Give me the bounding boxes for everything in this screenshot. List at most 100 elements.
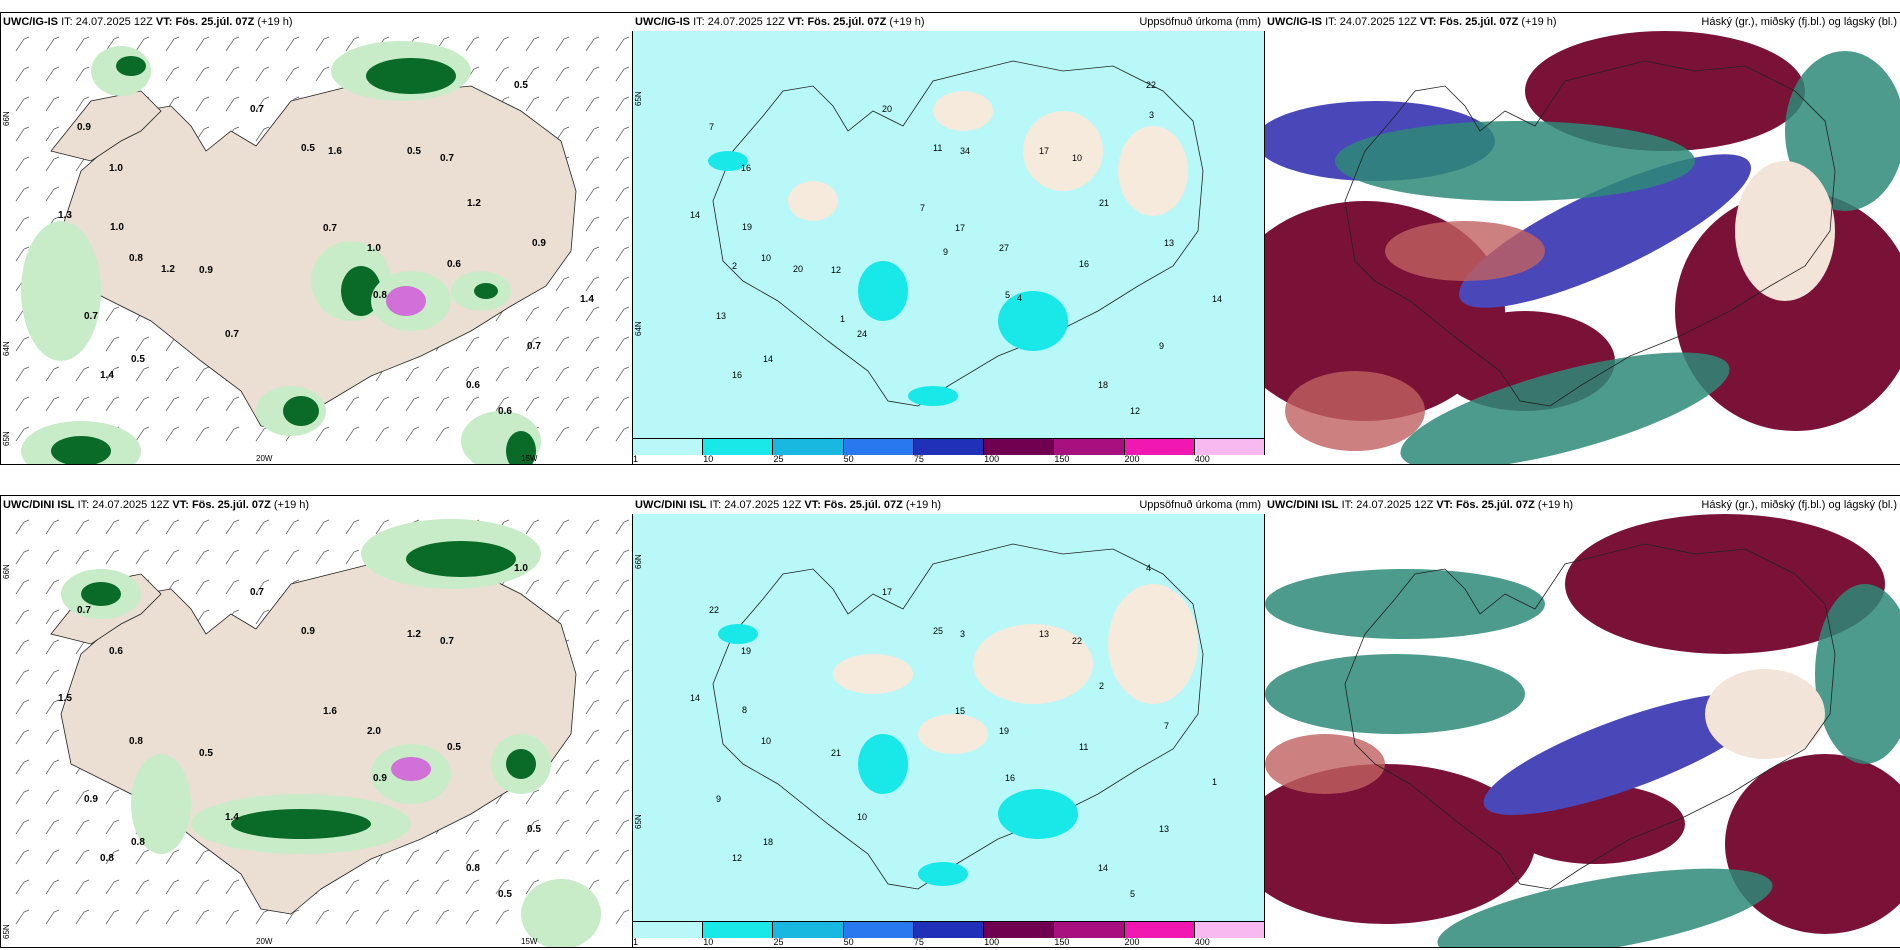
lead-time: (+19 h) xyxy=(257,16,293,28)
wind-barb xyxy=(495,849,510,865)
wind-barb xyxy=(495,66,510,82)
wind-barb xyxy=(165,519,180,535)
legend-tick-label: 75 xyxy=(913,454,924,464)
wind-barb xyxy=(135,426,150,442)
wind-barb xyxy=(105,879,120,895)
precip-value-label: 1.4 xyxy=(580,294,594,305)
precip-value-label: 12 xyxy=(732,853,742,863)
wind-barb xyxy=(165,396,180,412)
it-label: IT: xyxy=(61,16,73,28)
precip-value-label: 1.6 xyxy=(328,146,342,157)
wind-barb xyxy=(615,819,630,835)
lat-label-65n: 65N xyxy=(2,431,11,446)
wind-barb xyxy=(615,426,630,442)
init-time: 24.07.2025 12Z xyxy=(75,16,153,28)
wind-barb xyxy=(255,126,270,142)
panel-title: UWC/DINI ISL IT: 24.07.2025 12Z VT: Fös.… xyxy=(633,496,1265,514)
wind-barb xyxy=(555,366,570,382)
precip-value-label: 27 xyxy=(999,243,1009,253)
wind-barb xyxy=(15,759,30,775)
wind-barb xyxy=(195,609,210,625)
precip-value-label: 1.2 xyxy=(407,629,421,640)
wind-barb xyxy=(525,789,540,805)
legend-swatch xyxy=(1194,439,1265,455)
panel-title: UWC/DINI ISL IT: 24.07.2025 12Z VT: Fös.… xyxy=(1,496,633,514)
precip-value-label: 9 xyxy=(716,794,721,804)
wind-barb xyxy=(195,126,210,142)
wind-barb xyxy=(195,66,210,82)
wind-barb xyxy=(75,519,90,535)
wind-barb xyxy=(45,699,60,715)
wind-barb xyxy=(195,426,210,442)
wind-barb xyxy=(555,276,570,292)
precip-value-label: 16 xyxy=(741,163,751,173)
iceland-landmass xyxy=(60,80,577,432)
wind-barb xyxy=(585,336,600,352)
wind-barb xyxy=(15,156,30,172)
precip-value-label: 0.9 xyxy=(373,773,387,784)
field-title: Háský (gr.), miðský (fj.bl.) og lágský (… xyxy=(1701,499,1897,511)
wind-barb xyxy=(15,549,30,565)
wind-barb xyxy=(15,366,30,382)
wind-barb xyxy=(585,729,600,745)
precip-value-label: 9 xyxy=(943,247,948,257)
wind-barb xyxy=(195,396,210,412)
wind-barb xyxy=(105,849,120,865)
wind-barb xyxy=(75,849,90,865)
wind-barb xyxy=(345,36,360,52)
wind-barb xyxy=(585,639,600,655)
wind-barb xyxy=(615,759,630,775)
precip-value-label: 0.6 xyxy=(466,380,480,391)
precip-value-label: 0.8 xyxy=(100,853,114,864)
wind-barb xyxy=(195,366,210,382)
wind-barb xyxy=(465,336,480,352)
legend-tick-label: 25 xyxy=(773,454,784,464)
it-label: IT: xyxy=(77,499,90,511)
wind-barb xyxy=(495,819,510,835)
wind-barb xyxy=(315,519,330,535)
wind-barb xyxy=(525,519,540,535)
legend-ticks: 1 10 25 50 75 100 150 200 400 xyxy=(633,454,1265,464)
wind-barb xyxy=(15,879,30,895)
wind-barb xyxy=(45,96,60,112)
precip-value-label: 0.7 xyxy=(250,104,264,115)
precip-green xyxy=(61,519,601,947)
wind-barb xyxy=(15,579,30,595)
wind-barb xyxy=(405,426,420,442)
wind-barb xyxy=(525,579,540,595)
wind-barb xyxy=(165,879,180,895)
wind-barb xyxy=(615,246,630,262)
valid-time: Fös. 25.júl. 07Z xyxy=(175,16,255,28)
wind-barb xyxy=(225,909,240,925)
wind-barb xyxy=(465,819,480,835)
wind-barb xyxy=(135,366,150,382)
legend-swatch xyxy=(703,439,774,455)
wind-barb xyxy=(585,699,600,715)
wind-barb xyxy=(165,366,180,382)
legend-swatch xyxy=(913,922,985,938)
precip-value-label: 15 xyxy=(955,706,965,716)
wind-barb xyxy=(555,36,570,52)
panel-accum-precip-dini: UWC/DINI ISL IT: 24.07.2025 12Z VT: Fös.… xyxy=(632,495,1266,948)
precip-value-label: 7 xyxy=(709,122,714,132)
wind-barb xyxy=(555,519,570,535)
wind-barb xyxy=(585,306,600,322)
precip-value-label: 11 xyxy=(933,143,942,153)
legend-swatch xyxy=(633,439,704,455)
precip-value-label: 12 xyxy=(1130,406,1140,416)
legend-tick-label: 10 xyxy=(703,937,714,947)
wind-barb xyxy=(105,549,120,565)
dry-areas xyxy=(833,584,1198,754)
wind-barb xyxy=(15,186,30,202)
panel-accum-precip-ig: UWC/IG-IS IT: 24.07.2025 12Z VT: Fös. 25… xyxy=(632,12,1266,465)
wind-barb xyxy=(465,909,480,925)
precip-value-label: 1 xyxy=(840,314,845,324)
wind-barb xyxy=(285,36,300,52)
precip-value-label: 0.8 xyxy=(466,863,480,874)
precip-value-label: 2.0 xyxy=(367,726,381,737)
legend-colorbar xyxy=(633,921,1265,938)
precip-value-label: 0.7 xyxy=(77,605,91,616)
precip-value-label: 2 xyxy=(732,261,737,271)
wind-barb xyxy=(45,36,60,52)
wind-barb xyxy=(285,66,300,82)
